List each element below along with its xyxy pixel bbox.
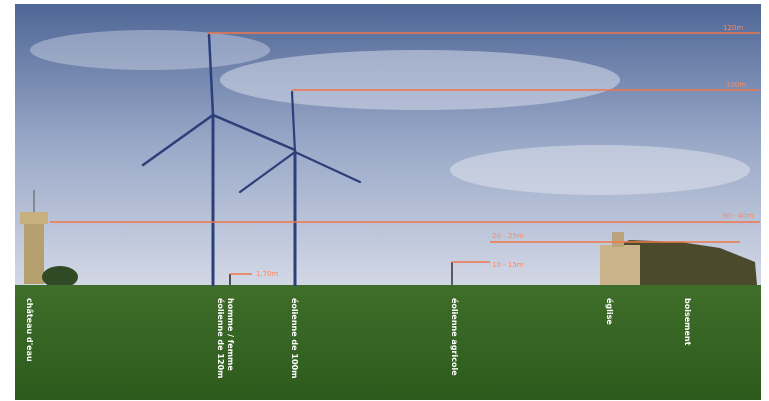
object-label: château d'eau xyxy=(25,298,34,362)
object-label: éolienne de 100m xyxy=(290,298,300,378)
height-label: 120m xyxy=(723,24,743,32)
object-label: éolienne agricole xyxy=(450,298,460,376)
water-tower-tank xyxy=(20,212,48,224)
turbine-120 xyxy=(141,33,297,287)
object-label: église xyxy=(605,298,615,325)
tree xyxy=(42,266,78,288)
height-label: 20 - 25m xyxy=(492,232,524,240)
water-tower-shaft xyxy=(24,224,44,284)
object-label: homme / femme xyxy=(226,298,235,371)
object-label: boisement xyxy=(683,298,692,346)
church-tower xyxy=(612,232,624,247)
cloud xyxy=(220,50,620,110)
height-label: 30 - 40m xyxy=(722,212,754,220)
turbine-100 xyxy=(238,90,362,287)
church xyxy=(600,245,640,285)
height-label: 1,70m xyxy=(256,270,279,278)
cloud xyxy=(450,145,750,195)
height-label: 10 - 15m xyxy=(492,261,524,269)
cloud xyxy=(30,30,270,70)
field xyxy=(15,285,761,400)
height-label: 100m xyxy=(726,81,746,89)
object-label: éolienne de 120m xyxy=(216,298,226,378)
